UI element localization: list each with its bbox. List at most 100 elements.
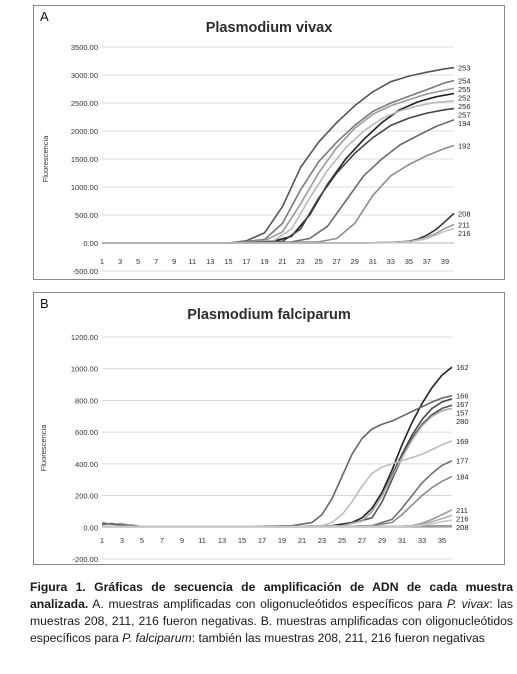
series-line-211 xyxy=(102,509,453,528)
caption-italic-1: P. vivax xyxy=(446,597,490,611)
series-label-216: 216 xyxy=(458,229,471,238)
y-tick-label: 0.00 xyxy=(83,523,98,532)
chart-panel-b: B Plasmodium falciparum 1200.00 1000.00 80… xyxy=(33,292,505,565)
y-tick-label: 3000.00 xyxy=(71,71,98,80)
chart-svg-b: 1200.00 1000.00 800.00 600.00 400.00 200.00 0.… xyxy=(39,333,469,564)
series-line-208 xyxy=(102,519,453,528)
x-tick-label: 31 xyxy=(369,257,377,266)
series-line-169 xyxy=(102,440,453,528)
series-line-252 xyxy=(102,92,455,244)
caption-bold: Figura 1. Gráficas de secuencia de ampli… xyxy=(30,580,513,611)
x-tick-label: 9 xyxy=(180,536,184,545)
series-label-184: 184 xyxy=(456,473,469,482)
y-tick-label: -500.00 xyxy=(73,267,98,276)
series-line-254 xyxy=(102,79,455,244)
chart-title-b: Plasmodium falciparum xyxy=(187,307,351,323)
x-tick-label: 17 xyxy=(242,257,250,266)
x-tick-label: 15 xyxy=(224,257,232,266)
series-label-192: 192 xyxy=(458,142,471,151)
y-axis-label: Fluorescencia xyxy=(39,424,48,472)
x-tick-label: 25 xyxy=(338,536,346,545)
y-tick-label: 800.00 xyxy=(75,396,98,405)
x-tick-label: 31 xyxy=(398,536,406,545)
y-tick-label: 600.00 xyxy=(75,428,98,437)
figure-caption: Figura 1. Gráficas de secuencia de ampli… xyxy=(30,579,513,647)
series-line-253 xyxy=(102,66,455,244)
series-line-280 xyxy=(102,407,453,528)
chart-panel-a: A Plasmodium vivax 3500.00 3000.00 2500.00… xyxy=(33,5,505,280)
x-tick-label: 11 xyxy=(188,257,196,266)
series-line-194 xyxy=(102,119,455,244)
series-label-177: 177 xyxy=(456,457,469,466)
series-label-194: 194 xyxy=(458,119,471,128)
caption-text-1: A. muestras amplificadas con oligonucleó… xyxy=(88,597,447,611)
x-tick-label: 29 xyxy=(351,257,359,266)
x-tick-label: 7 xyxy=(160,536,164,545)
x-tick-label: 21 xyxy=(298,536,306,545)
series-label-252: 252 xyxy=(458,94,471,103)
y-tick-label: 0.00 xyxy=(83,239,98,248)
x-tick-label: 13 xyxy=(206,257,214,266)
x-tick-label: 29 xyxy=(378,536,386,545)
caption-text-2: : las muestras 208, 211, 216 fueron nega… xyxy=(30,597,513,645)
x-tick-label: 35 xyxy=(438,536,446,545)
x-tick-label: 27 xyxy=(332,257,340,266)
x-tick-label: 11 xyxy=(198,536,206,545)
series-label-157: 157 xyxy=(456,409,469,418)
series-label-211: 211 xyxy=(458,221,470,230)
y-tick-label: 2000.00 xyxy=(71,127,98,136)
y-tick-label: 1200.00 xyxy=(71,333,98,342)
caption-text-3: : también las muestras 208, 211, 216 fue… xyxy=(191,631,485,645)
series-label-280: 280 xyxy=(456,417,469,426)
series-line-184 xyxy=(102,475,453,528)
x-tick-label: 3 xyxy=(118,257,122,266)
x-tick-label: 23 xyxy=(296,257,304,266)
series-label-216: 216 xyxy=(456,514,469,523)
series-label-253: 253 xyxy=(458,64,471,73)
panel-letter-b: B xyxy=(40,296,49,311)
y-tick-label: 400.00 xyxy=(75,460,98,469)
chart-title-a: Plasmodium vivax xyxy=(205,20,333,36)
x-tick-label: 39 xyxy=(441,257,449,266)
y-axis-label: Fluorescencia xyxy=(41,135,50,183)
y-tick-label: -200.00 xyxy=(73,555,98,564)
y-tick-label: 1500.00 xyxy=(71,155,98,164)
series-label-166: 166 xyxy=(456,392,469,401)
x-tick-label: 19 xyxy=(278,536,286,545)
panel-letter-a: A xyxy=(40,9,49,24)
x-tick-label: 33 xyxy=(418,536,426,545)
x-tick-label: 1 xyxy=(100,257,104,266)
x-tick-label: 9 xyxy=(172,257,176,266)
series-label-167: 167 xyxy=(456,400,469,409)
x-tick-label: 3 xyxy=(120,536,124,545)
y-tick-label: 1000.00 xyxy=(71,183,98,192)
y-tick-label: 500.00 xyxy=(75,211,98,220)
series-label-255: 255 xyxy=(458,85,471,94)
series-label-208: 208 xyxy=(456,523,469,532)
x-tick-label: 13 xyxy=(218,536,226,545)
x-tick-label: 5 xyxy=(136,257,140,266)
series-line-216 xyxy=(102,227,455,244)
series-line-256 xyxy=(102,100,455,244)
x-tick-label: 1 xyxy=(100,536,104,545)
x-tick-label: 15 xyxy=(238,536,246,545)
x-tick-label: 19 xyxy=(260,257,268,266)
series-line-162 xyxy=(102,366,453,528)
caption-italic-2: P. falciparum xyxy=(122,631,192,645)
x-tick-label: 37 xyxy=(423,257,431,266)
series-label-257: 257 xyxy=(458,111,471,120)
y-tick-label: 1000.00 xyxy=(71,365,98,374)
series-label-208: 208 xyxy=(458,209,471,218)
x-tick-label: 33 xyxy=(387,257,395,266)
x-tick-label: 27 xyxy=(358,536,366,545)
series-label-162: 162 xyxy=(456,363,469,372)
series-label-169: 169 xyxy=(456,437,469,446)
series-line-157 xyxy=(102,404,453,528)
x-tick-label: 21 xyxy=(278,257,286,266)
y-tick-label: 2500.00 xyxy=(71,99,98,108)
series-label-256: 256 xyxy=(458,102,471,111)
series-label-211: 211 xyxy=(456,506,468,515)
x-tick-label: 25 xyxy=(314,257,322,266)
series-line-255 xyxy=(102,87,455,244)
y-tick-label: 3500.00 xyxy=(71,43,98,52)
